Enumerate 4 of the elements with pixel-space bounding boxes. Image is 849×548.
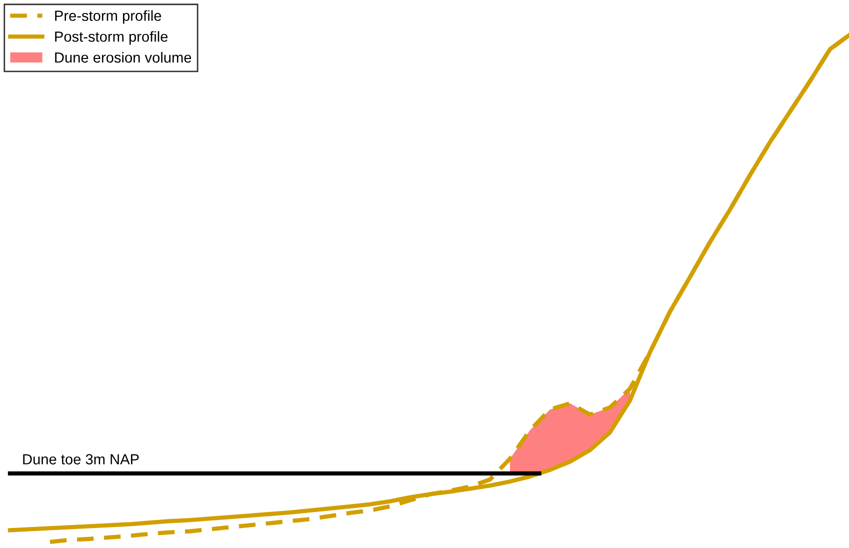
legend-label: Pre-storm profile — [55, 10, 162, 24]
legend-label: Post-storm profile — [55, 31, 168, 45]
legend-label: Dune erosion volume — [55, 52, 192, 63]
ref-line-label: Dune toe 3m NAP — [23, 454, 139, 464]
